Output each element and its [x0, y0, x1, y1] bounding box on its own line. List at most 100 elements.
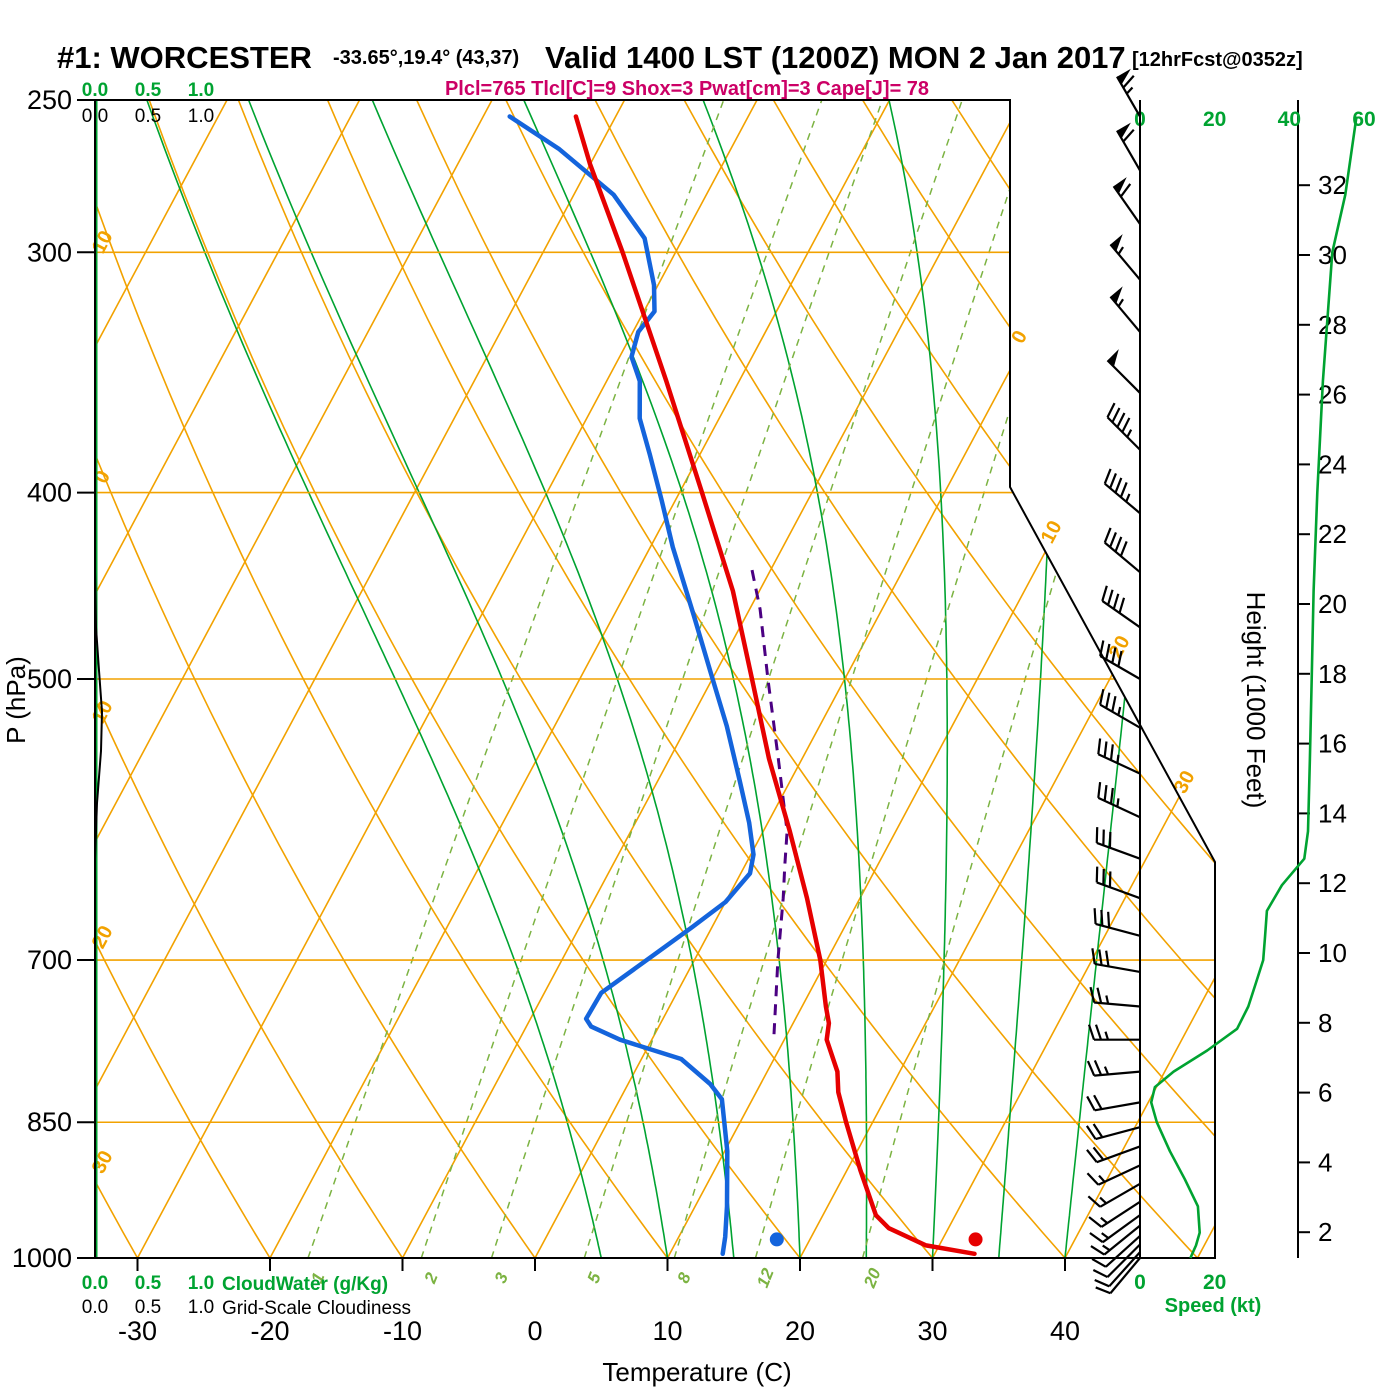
cloud-scale-label: 0.0	[82, 106, 108, 127]
isobar-lines	[95, 251, 1215, 1124]
wind-barb	[1097, 781, 1141, 819]
wind-barb	[1099, 688, 1141, 729]
wind-barb	[1095, 827, 1141, 860]
surface-dewpoint-dot	[769, 1232, 784, 1247]
speed-tick-label: 20	[1203, 108, 1226, 131]
wind-barb	[1106, 349, 1141, 394]
wind-barb	[1116, 68, 1141, 118]
height-tick-label: 10	[1318, 938, 1347, 968]
wind-barb	[1095, 1257, 1141, 1295]
surface-markers	[769, 1232, 983, 1247]
temp-tick-label: -20	[250, 1316, 289, 1346]
temp-tick-label: -30	[118, 1316, 157, 1346]
stability-indices: Plcl=765 Tlcl[C]=9 Shox=3 Pwat[cm]=3 Cap…	[445, 78, 929, 100]
isotherm-label: 20	[88, 922, 118, 952]
pressure-tick-label: 300	[27, 237, 72, 267]
cloud-scale-label: 1.0	[188, 106, 214, 127]
wind-barb	[1086, 1164, 1141, 1186]
mixing-ratio-label: 3	[491, 1269, 512, 1285]
temp-tick-label: 40	[1050, 1316, 1080, 1346]
height-tick-label: 6	[1318, 1078, 1332, 1108]
wind-barbs	[1085, 68, 1141, 1295]
height-axis-label: Height (1000 Feet)	[1241, 592, 1271, 809]
height-tick-label: 4	[1318, 1147, 1332, 1177]
wind-barb	[1097, 738, 1141, 775]
isotherm-label: 0	[1007, 327, 1032, 347]
wind-barb	[1103, 527, 1141, 574]
temperature-axis: -30 -20 -10 0 10 20 30 40	[118, 1258, 1080, 1346]
cloud-scale-ticks: 0.0 0.0 0.0 0.0 0.5 0.5 0.5 0.5 1.0 1.0 1.0 1.0	[82, 80, 214, 1318]
speed-axis-label: Speed (kt)	[1165, 1295, 1262, 1317]
wind-barb	[1109, 286, 1141, 333]
chart-layers: 1 2 3 5 8 12 201001020300102030250300400500700…	[12, 68, 1376, 1346]
wind-barb	[1091, 948, 1141, 973]
temp-tick-label: 0	[527, 1316, 542, 1346]
cloud-scale-label: 0.5	[135, 1297, 161, 1318]
wind-barb	[1089, 986, 1141, 1008]
speed-tick-label: 60	[1352, 108, 1375, 131]
wind-barb	[1086, 1145, 1141, 1164]
mixing-ratio-label: 20	[860, 1265, 885, 1291]
temp-tick-label: 30	[917, 1316, 947, 1346]
pressure-axis-label: P (hPa)	[1, 656, 31, 744]
height-tick-label: 28	[1318, 310, 1347, 340]
wind-barb	[1094, 1251, 1141, 1288]
pressure-tick-label: 700	[27, 945, 72, 975]
temp-tick-label: -10	[383, 1316, 422, 1346]
height-tick-label: 12	[1318, 868, 1347, 898]
pressure-tick-label: 400	[27, 478, 72, 508]
wind-barb	[1087, 1182, 1141, 1208]
pressure-tick-label: 1000	[12, 1243, 72, 1273]
wind-barb	[1116, 122, 1141, 172]
temperature-axis-label: Temperature (C)	[602, 1357, 791, 1387]
wind-barb	[1112, 177, 1141, 225]
mixing-ratio-label: 8	[674, 1269, 695, 1285]
cloud-scale-label: 0.0	[82, 80, 108, 101]
wind-barb	[1106, 402, 1141, 451]
wind-barb	[1087, 1024, 1140, 1041]
wind-barb	[1090, 1224, 1141, 1256]
wind-barb	[1086, 1060, 1141, 1077]
station-title: #1: WORCESTER	[57, 40, 312, 75]
cloud-scale-label: 1.0	[188, 1273, 214, 1294]
cloudwater-axis-label: CloudWater (g/Kg)	[222, 1274, 388, 1295]
wind-barb	[1089, 1214, 1141, 1244]
height-tick-label: 8	[1318, 1008, 1332, 1038]
cloud-scale-label: 0.5	[135, 80, 162, 101]
height-tick-label: 20	[1318, 589, 1347, 619]
pressure-axis: 250 300 400 500 700 850 1000	[12, 85, 95, 1273]
cloudiness-axis-label: Grid-Scale Cloudiness	[222, 1298, 411, 1319]
height-tick-label: 18	[1318, 659, 1347, 689]
pressure-tick-label: 500	[27, 664, 72, 694]
temperature-curve	[573, 114, 977, 1257]
mixing-ratio-labels: 1 2 3 5 8 12 20	[307, 1265, 885, 1291]
height-tick-label: 2	[1318, 1217, 1332, 1247]
height-tick-label: 14	[1318, 798, 1347, 828]
height-tick-label: 16	[1318, 729, 1347, 759]
wind-barb	[1099, 640, 1141, 680]
pressure-tick-label: 250	[27, 85, 72, 115]
station-coords: -33.65°,19.4° (43,37)	[333, 47, 519, 69]
cloud-scale-label: 0.5	[135, 106, 161, 127]
wind-barb	[1101, 585, 1141, 629]
cloud-scale-label: 0.0	[82, 1273, 108, 1294]
wind-barb	[1103, 468, 1141, 515]
cloud-scale-label: 0.5	[135, 1273, 162, 1294]
cloud-scale-label: 0.0	[82, 1297, 108, 1318]
isotherm-label: 30	[1170, 767, 1200, 797]
height-tick-label: 32	[1318, 170, 1347, 200]
height-tick-label: 22	[1318, 519, 1347, 549]
cloud-scale-label: 1.0	[188, 80, 214, 101]
parcel-curve	[749, 564, 789, 1035]
wind-barb	[1091, 1235, 1141, 1268]
wind-barb	[1086, 1094, 1141, 1112]
temp-tick-label: 10	[652, 1316, 682, 1346]
valid-time: Valid 1400 LST (1200Z) MON 2 Jan 2017	[545, 40, 1126, 75]
mixing-ratio-label: 5	[584, 1269, 605, 1285]
wind-barb	[1109, 234, 1141, 281]
cloud-scale-label: 1.0	[188, 1297, 214, 1318]
surface-temp-dot	[968, 1232, 983, 1247]
